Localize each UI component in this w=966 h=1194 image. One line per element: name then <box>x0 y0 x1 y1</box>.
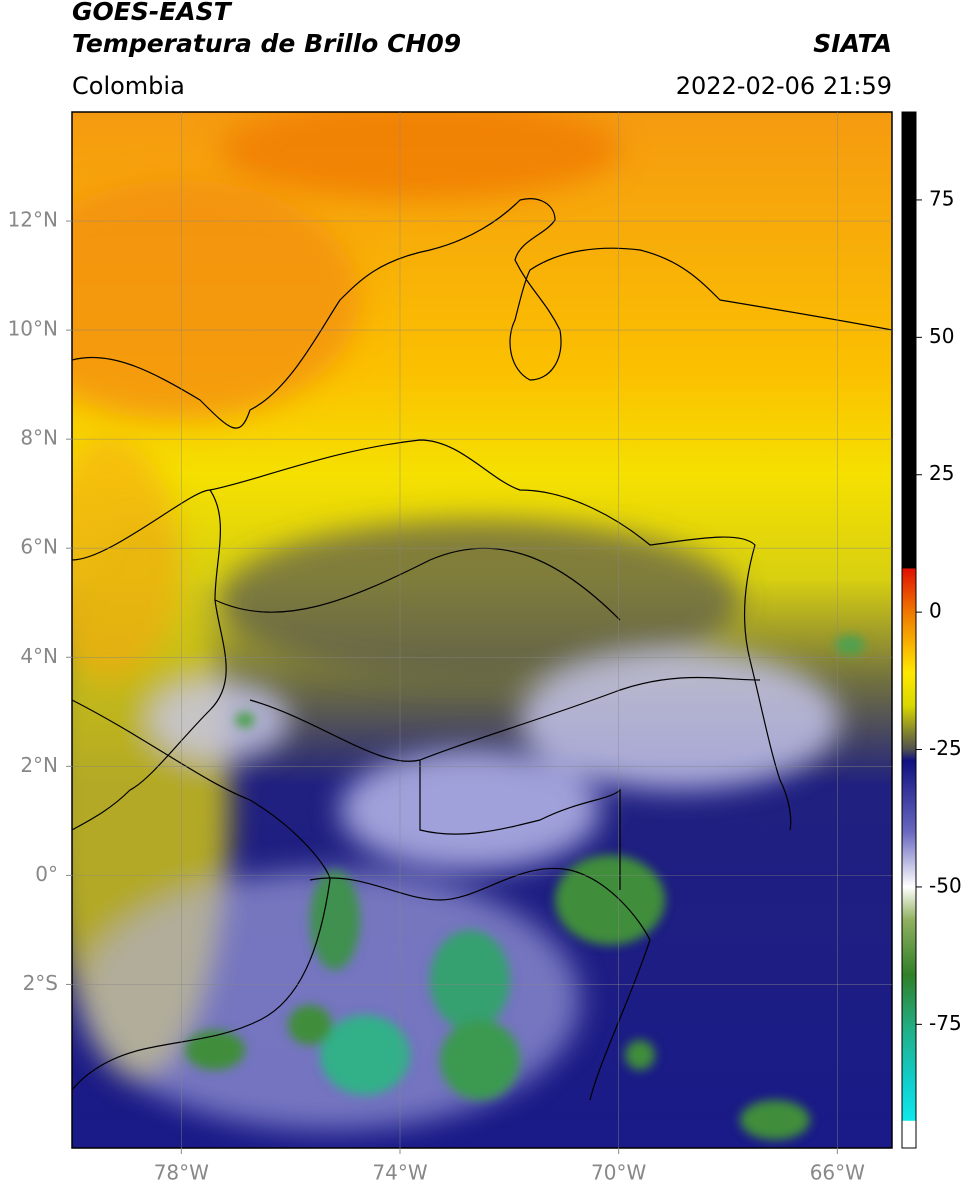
colorbar-tick-label: 75 <box>929 186 954 210</box>
x-tick-label: 78°W <box>154 1161 209 1185</box>
x-tick-label: 70°W <box>591 1161 646 1185</box>
satellite-title: GOES-EAST <box>72 0 233 26</box>
y-tick-label: 10°N <box>8 317 58 341</box>
satellite-image <box>72 112 892 1148</box>
map-frame <box>71 111 893 1149</box>
colorbar-tick-label: -75 <box>929 1011 962 1035</box>
datetime-label: 2022-02-06 21:59 <box>676 72 892 100</box>
x-tick-label: 74°W <box>372 1161 427 1185</box>
colorbar-tick-label: 50 <box>929 324 954 348</box>
product-title: Temperatura de Brillo CH09 <box>72 29 461 58</box>
y-tick-label: 8°N <box>20 426 58 450</box>
colorbar-tick-label: -50 <box>929 873 962 897</box>
y-tick-label: 2°N <box>20 753 58 777</box>
y-tick-label: 4°N <box>20 644 58 668</box>
colorbar <box>901 111 917 1149</box>
region-label: Colombia <box>72 72 185 100</box>
y-tick-label: 2°S <box>23 971 58 995</box>
colorbar-tick-label: 25 <box>929 461 954 485</box>
y-tick-label: 0° <box>35 862 58 886</box>
x-tick-label: 66°W <box>810 1161 865 1185</box>
source-label: SIATA <box>813 29 892 58</box>
colorbar-tick-label: 0 <box>929 599 942 623</box>
y-tick-label: 12°N <box>8 208 58 232</box>
y-tick-label: 6°N <box>20 535 58 559</box>
colorbar-tick-label: -25 <box>929 736 962 760</box>
